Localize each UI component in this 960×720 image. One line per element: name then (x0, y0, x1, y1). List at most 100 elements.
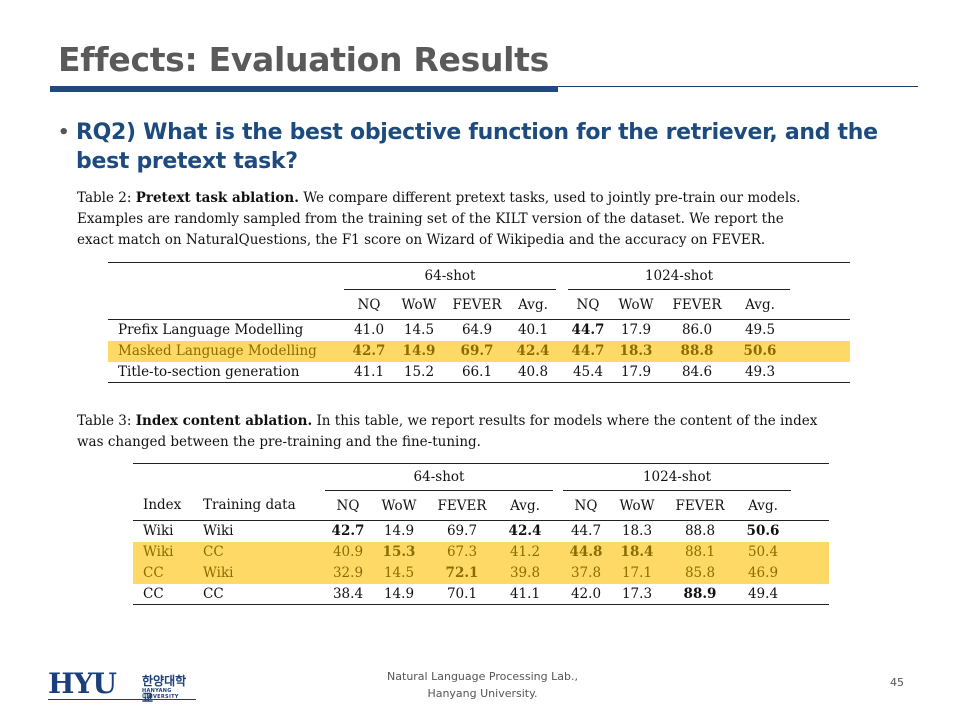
table2-col-header: WoW (401, 296, 437, 313)
table-cell: 14.9 (371, 520, 427, 542)
table-cell: 69.7 (427, 520, 497, 542)
bullet-question: • RQ2) What is the best objective functi… (58, 118, 918, 176)
table-cell: 49.4 (735, 583, 791, 605)
table2-col-header: WoW (618, 296, 654, 313)
table-cell: 18.3 (609, 520, 665, 542)
table-cell: 42.4 (510, 340, 556, 362)
table-cell: 44.7 (568, 319, 608, 341)
logo-underline (48, 699, 196, 700)
table3-col-header: NQ (574, 497, 598, 514)
title-underline-accent (50, 86, 558, 92)
logo-english-text: HANYANG UNIVERSITY (142, 688, 179, 700)
table3-col-header: FEVER (437, 497, 487, 514)
table-cell: 45.4 (568, 361, 608, 383)
table-cell: 66.1 (444, 361, 510, 383)
table3-col-header: WoW (619, 497, 655, 514)
lab-line2: Hanyang University. (427, 687, 538, 700)
table3-col-header: Avg. (510, 497, 540, 514)
table-cell: 41.2 (497, 541, 553, 563)
table-cell: 15.2 (394, 361, 444, 383)
table3-caption: Table 3: Index content ablation. In this… (77, 411, 817, 453)
table-cell: 41.1 (344, 361, 394, 383)
table-cell: 17.9 (608, 319, 664, 341)
table3-group-1024shot: 1024-shot (642, 469, 712, 485)
table2-col-header: NQ (576, 296, 600, 313)
table2-col-header: Avg. (745, 296, 775, 313)
table-cell: 67.3 (427, 541, 497, 563)
table3-training: Wiki (195, 562, 325, 584)
table-cell: 38.4 (325, 583, 371, 605)
table-cell: 69.7 (444, 340, 510, 362)
table3-caption-line1: In this table, we report results for mod… (312, 413, 818, 429)
table-cell: 44.7 (568, 340, 608, 362)
table3-label: Table 3: (77, 413, 132, 429)
table-cell: 39.8 (497, 562, 553, 584)
table3-col-header: WoW (381, 497, 417, 514)
table3-index: CC (133, 583, 195, 605)
table2-group-1024shot: 1024-shot (644, 268, 714, 284)
table-cell: 17.9 (608, 361, 664, 383)
table2-title: Pretext task ablation. (135, 190, 299, 206)
table-cell: 42.7 (325, 520, 371, 542)
table-cell: 50.4 (735, 541, 791, 563)
table-cell: 86.0 (664, 319, 730, 341)
table3-group-64shot: 64-shot (413, 469, 465, 485)
table-row-highlighted: Masked Language Modelling 42.7 14.9 69.7… (108, 340, 850, 362)
table-cell: 70.1 (427, 583, 497, 605)
table-cell: 44.7 (563, 520, 609, 542)
table2-col-header: FEVER (672, 296, 722, 313)
table2-group-64shot: 64-shot (424, 268, 476, 284)
table-cell: 14.9 (371, 583, 427, 605)
table2-col-header: NQ (357, 296, 381, 313)
page-number: 45 (890, 676, 904, 689)
table2-caption: Table 2: Pretext task ablation. We compa… (77, 188, 800, 251)
table2-label: Table 2: (77, 190, 132, 206)
table-cell: 17.1 (609, 562, 665, 584)
table-cell: 42.0 (563, 583, 609, 605)
table-row: Title-to-section generation 41.1 15.2 66… (108, 361, 850, 383)
table-row-highlighted: Wiki CC 40.9 15.3 67.3 41.2 44.8 18.4 88… (133, 541, 829, 563)
table3: 64-shot 1024-shot Index Training data NQ… (133, 463, 829, 605)
table-cell: 72.1 (427, 562, 497, 584)
table-cell: 18.3 (608, 340, 664, 362)
table3-col-header: FEVER (675, 497, 725, 514)
table2-row-name: Masked Language Modelling (108, 340, 344, 362)
table-cell: 41.1 (497, 583, 553, 605)
table3-col-training: Training data (203, 497, 296, 514)
table-cell: 40.8 (510, 361, 556, 383)
table-row: Prefix Language Modelling 41.0 14.5 64.9… (108, 319, 850, 341)
table-cell: 44.8 (563, 541, 609, 563)
table-cell: 50.6 (730, 340, 790, 362)
table3-col-index: Index (143, 497, 182, 514)
table-cell: 88.8 (664, 340, 730, 362)
table3-index: Wiki (133, 520, 195, 542)
logo-hyu-text: HYU (48, 667, 117, 700)
table-cell: 37.8 (563, 562, 609, 584)
table-cell: 49.5 (730, 319, 790, 341)
table2-row-name: Prefix Language Modelling (108, 319, 344, 341)
table-cell: 40.9 (325, 541, 371, 563)
table3-training: Wiki (195, 520, 325, 542)
table-cell: 41.0 (344, 319, 394, 341)
table-cell: 40.1 (510, 319, 556, 341)
table-row: Wiki Wiki 42.7 14.9 69.7 42.4 44.7 18.3 … (133, 520, 829, 542)
table3-index: Wiki (133, 541, 195, 563)
bullet-dot-icon: • (58, 122, 70, 143)
table-cell: 18.4 (609, 541, 665, 563)
table-cell: 42.4 (497, 520, 553, 542)
table-cell: 88.1 (665, 541, 735, 563)
table2-caption-line1: We compare different pretext tasks, used… (298, 190, 801, 206)
table-cell: 50.6 (735, 520, 791, 542)
table-cell: 64.9 (444, 319, 510, 341)
hanyang-logo: HYU 한양대학교 HANYANG UNIVERSITY (48, 667, 196, 705)
table3-title: Index content ablation. (135, 413, 313, 429)
table-cell: 42.7 (344, 340, 394, 362)
table2-col-header: Avg. (518, 296, 548, 313)
bullet-text: RQ2) What is the best objective function… (76, 120, 878, 174)
table2-row-name: Title-to-section generation (108, 361, 344, 383)
table-cell: 84.6 (664, 361, 730, 383)
table-cell: 88.8 (665, 520, 735, 542)
table2-col-header: FEVER (452, 296, 502, 313)
table-row-highlighted: CC Wiki 32.9 14.5 72.1 39.8 37.8 17.1 85… (133, 562, 829, 584)
table-cell: 49.3 (730, 361, 790, 383)
